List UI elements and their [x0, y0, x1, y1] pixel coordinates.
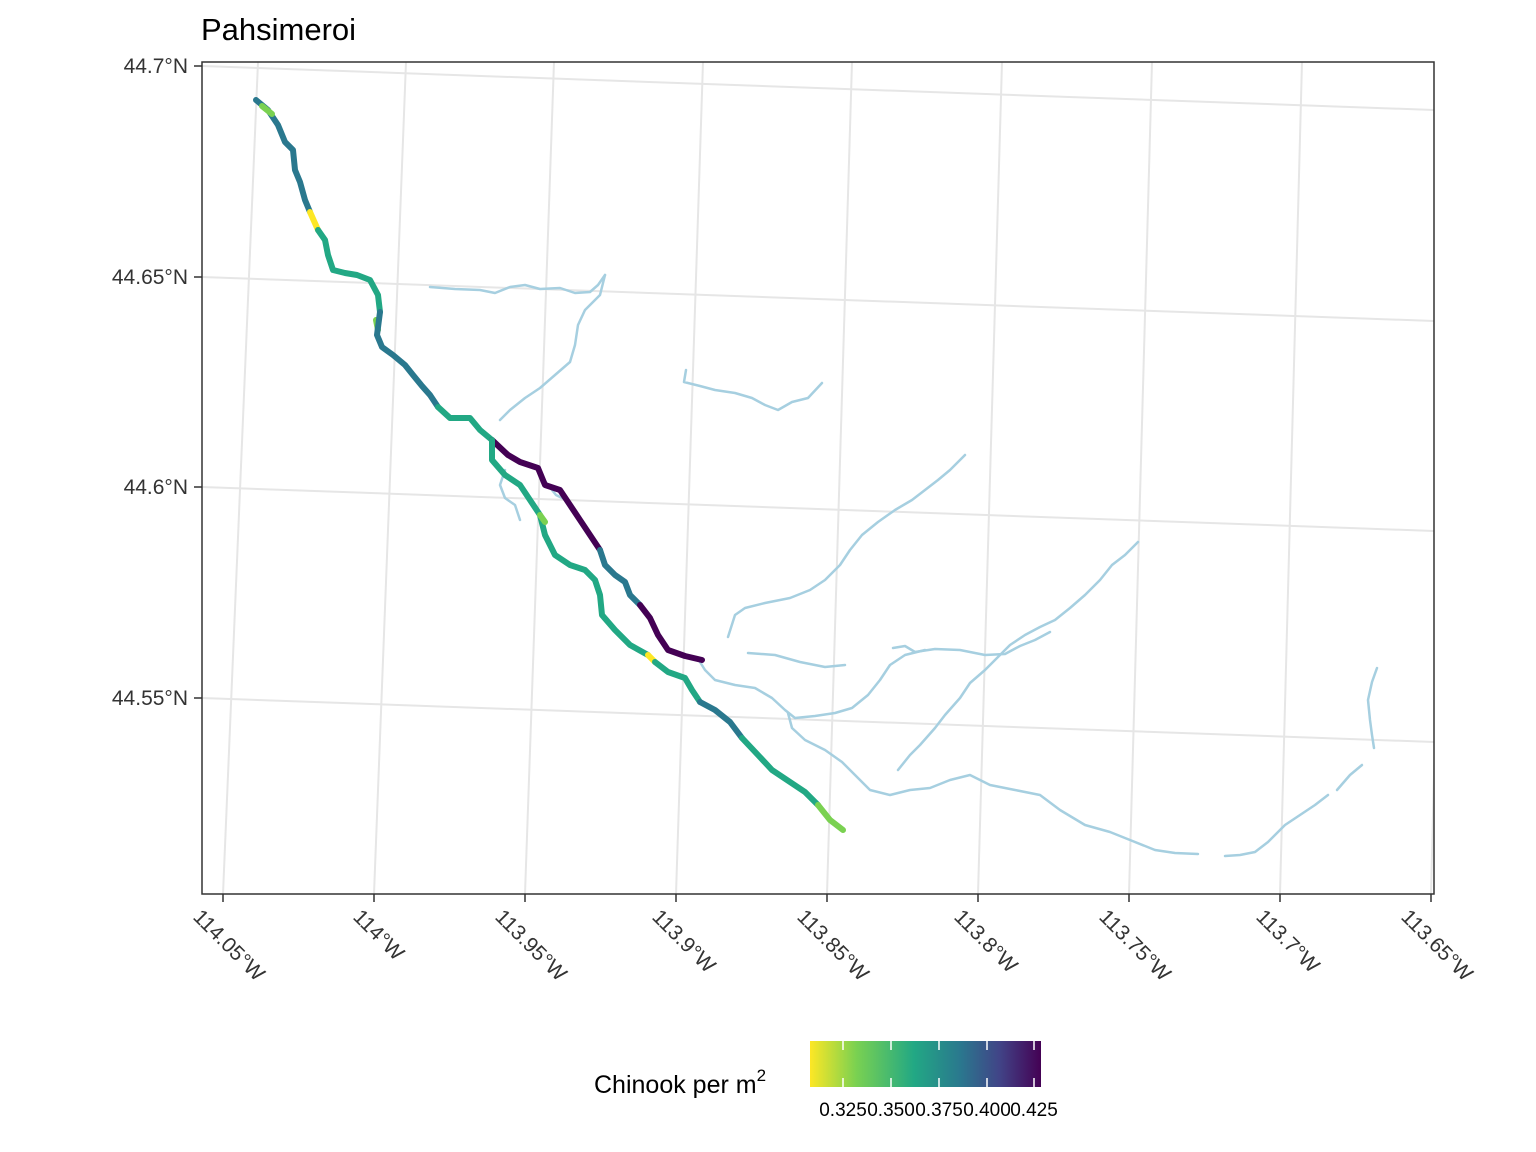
river-segment	[489, 437, 603, 553]
stream-line	[1366, 666, 1379, 750]
lon-label: 113.7°W	[1251, 905, 1323, 977]
stream-line	[498, 273, 607, 422]
river-segment	[307, 209, 321, 233]
stream-line	[896, 540, 1140, 772]
gridline-lon	[222, 62, 259, 894]
lon-label: 114°W	[348, 905, 408, 965]
river-segment	[259, 103, 275, 117]
gridline-lat	[202, 65, 1434, 111]
lon-label: 113.65°W	[1396, 905, 1477, 986]
river-segment	[537, 512, 548, 525]
legend-title: Chinook per m2	[594, 1066, 766, 1099]
stream-line	[891, 630, 1052, 657]
stream-line	[682, 368, 824, 412]
legend-colorbar-ticks	[842, 1041, 1035, 1087]
gridline-lon	[1279, 62, 1303, 894]
panel-border	[201, 61, 1435, 895]
river-segment	[253, 97, 313, 215]
river-segment	[315, 227, 383, 315]
graticule	[202, 62, 1434, 894]
river-segment	[489, 437, 651, 658]
stream-line	[1223, 793, 1330, 858]
legend-tick-label: 0.400	[963, 1100, 1011, 1121]
legend-tick-label: 0.375	[915, 1100, 963, 1121]
lon-label: 113.75°W	[1094, 905, 1175, 986]
gridline-lon	[373, 62, 407, 894]
stream-line	[428, 273, 607, 295]
river-segment	[739, 735, 821, 808]
gridline-lon	[1128, 62, 1153, 894]
stream-line	[726, 453, 967, 639]
river-segment	[374, 309, 441, 410]
gridline-lon	[675, 62, 704, 894]
river-segment	[435, 404, 495, 443]
stream-line	[1335, 763, 1364, 792]
legend-tick-label: 0.350	[867, 1100, 915, 1121]
legend-title-superscript: 2	[757, 1066, 766, 1085]
river-segment	[697, 699, 745, 741]
gridline-lat	[202, 697, 1434, 743]
lat-label: 44.7°N	[124, 55, 188, 78]
lon-label: 113.85°W	[792, 905, 873, 986]
lat-label: 44.6°N	[124, 476, 188, 499]
gridline-lat	[202, 276, 1434, 322]
river-segment	[815, 802, 846, 833]
river-segment	[637, 602, 705, 663]
river-segment	[597, 547, 643, 608]
color-legend: Chinook per m2 0.325 0.350 0.375 0.400 0…	[594, 1041, 1058, 1121]
main-stem-river	[253, 97, 846, 833]
stream-line	[498, 468, 522, 522]
lat-label: 44.55°N	[112, 687, 188, 710]
gridline-lon	[977, 62, 1003, 894]
stream-line	[786, 711, 1200, 856]
stream-line	[698, 648, 927, 720]
map-title: Pahsimeroi	[201, 12, 356, 47]
legend-tick-label: 0.325	[819, 1100, 867, 1121]
legend-title-main: Chinook per m	[594, 1071, 757, 1099]
gridline-lat	[202, 486, 1434, 532]
lon-label: 114.05°W	[188, 905, 269, 986]
lon-ticks	[222, 894, 1432, 902]
lon-label: 113.9°W	[647, 905, 719, 977]
stream-line	[746, 651, 847, 669]
lat-ticks	[194, 65, 202, 699]
lon-label: 113.8°W	[949, 905, 1021, 977]
river-segment	[652, 659, 703, 705]
lon-label: 113.95°W	[490, 905, 571, 986]
lat-label: 44.65°N	[112, 266, 188, 289]
legend-colorbar	[810, 1041, 1041, 1087]
legend-tick-label: 0.425	[1010, 1100, 1058, 1121]
